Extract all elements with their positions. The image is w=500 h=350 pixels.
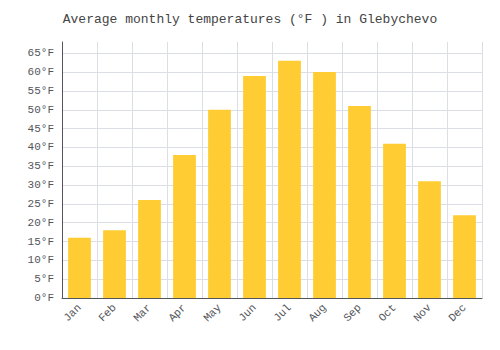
svg-text:Jun: Jun <box>236 302 258 324</box>
svg-text:50°F: 50°F <box>28 104 54 116</box>
svg-text:Aug: Aug <box>306 302 328 324</box>
svg-text:Dec: Dec <box>446 302 468 324</box>
svg-text:65°F: 65°F <box>28 47 54 59</box>
svg-text:15°F: 15°F <box>28 236 54 248</box>
svg-text:Average monthly temperatures (: Average monthly temperatures (°F ) in Gl… <box>63 12 437 27</box>
svg-text:Jul: Jul <box>271 302 293 324</box>
svg-text:5°F: 5°F <box>34 273 54 285</box>
svg-text:35°F: 35°F <box>28 160 54 172</box>
svg-text:Jan: Jan <box>61 302 83 324</box>
svg-text:45°F: 45°F <box>28 123 54 135</box>
svg-text:Feb: Feb <box>96 302 118 324</box>
svg-text:Apr: Apr <box>166 302 188 324</box>
svg-text:Nov: Nov <box>411 301 434 324</box>
svg-text:40°F: 40°F <box>28 141 54 153</box>
svg-text:20°F: 20°F <box>28 217 54 229</box>
svg-text:Mar: Mar <box>131 302 153 324</box>
svg-text:30°F: 30°F <box>28 179 54 191</box>
svg-text:55°F: 55°F <box>28 85 54 97</box>
svg-text:0°F: 0°F <box>34 292 54 304</box>
svg-text:10°F: 10°F <box>28 254 54 266</box>
svg-text:Oct: Oct <box>376 302 398 324</box>
svg-text:Sep: Sep <box>341 302 363 324</box>
svg-text:60°F: 60°F <box>28 66 54 78</box>
svg-text:May: May <box>201 301 224 324</box>
svg-text:25°F: 25°F <box>28 198 54 210</box>
